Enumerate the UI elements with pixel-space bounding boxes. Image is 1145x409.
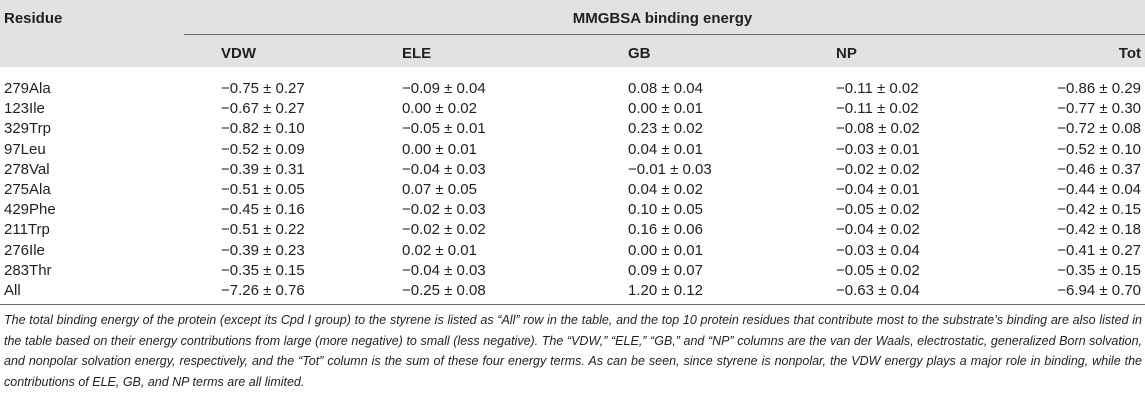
tot-cell: −0.35 ± 0.15 xyxy=(1057,261,1141,279)
tot-cell: −0.46 ± 0.37 xyxy=(1057,160,1141,178)
table-bottom-rule xyxy=(0,304,1145,305)
table-row: 211Trp −0.51 ± 0.22 −0.02 ± 0.02 0.16 ± … xyxy=(0,220,1145,240)
gb-cell: 0.04 ± 0.02 xyxy=(628,180,703,198)
gb-cell: 0.16 ± 0.06 xyxy=(628,221,703,239)
gb-cell: 0.09 ± 0.07 xyxy=(628,261,703,279)
np-cell: −0.11 ± 0.02 xyxy=(836,100,919,118)
np-cell: −0.04 ± 0.01 xyxy=(836,180,920,198)
tot-cell: −0.42 ± 0.18 xyxy=(1057,221,1141,239)
table-row: 97Leu −0.52 ± 0.09 0.00 ± 0.01 0.04 ± 0.… xyxy=(0,140,1145,160)
ele-cell: 0.02 ± 0.01 xyxy=(402,241,477,259)
gb-cell: 1.20 ± 0.12 xyxy=(628,281,703,299)
vdw-cell: −0.52 ± 0.09 xyxy=(221,140,305,158)
tot-cell: −0.77 ± 0.30 xyxy=(1057,100,1141,118)
table-header: Residue MMGBSA binding energy VDW ELE GB… xyxy=(0,0,1145,67)
tot-cell: −0.52 ± 0.10 xyxy=(1057,140,1141,158)
residue-cell: 329Trp xyxy=(4,120,51,138)
tot-cell: −0.41 ± 0.27 xyxy=(1057,241,1141,259)
ele-cell: 0.07 ± 0.05 xyxy=(402,180,477,198)
vdw-cell: −0.45 ± 0.16 xyxy=(221,201,305,219)
residue-cell: 429Phe xyxy=(4,201,56,219)
vdw-cell: −7.26 ± 0.76 xyxy=(221,281,305,299)
ele-cell: −0.09 ± 0.04 xyxy=(402,80,486,97)
gb-cell: 0.23 ± 0.02 xyxy=(628,120,703,138)
residue-column-header: Residue xyxy=(4,10,63,27)
tot-cell: −0.86 ± 0.29 xyxy=(1057,80,1141,97)
group-header-rule xyxy=(184,34,1145,35)
residue-cell: 97Leu xyxy=(4,140,46,158)
ele-cell: −0.04 ± 0.03 xyxy=(402,261,486,279)
np-cell: −0.05 ± 0.02 xyxy=(836,201,920,219)
mmgbsa-group-header: MMGBSA binding energy xyxy=(572,10,753,27)
gb-cell: 0.08 ± 0.04 xyxy=(628,80,703,97)
table-row-all: All −7.26 ± 0.76 −0.25 ± 0.08 1.20 ± 0.1… xyxy=(0,281,1145,301)
column-header-ele: ELE xyxy=(402,45,432,62)
column-header-gb: GB xyxy=(628,45,651,62)
gb-cell: −0.01 ± 0.03 xyxy=(628,160,712,178)
residue-cell: 283Thr xyxy=(4,261,52,279)
residue-cell: 279Ala xyxy=(4,80,51,97)
gb-cell: 0.10 ± 0.05 xyxy=(628,201,703,219)
np-cell: −0.03 ± 0.04 xyxy=(836,241,920,259)
vdw-cell: −0.39 ± 0.31 xyxy=(221,160,305,178)
table-footnote: The total binding energy of the protein … xyxy=(4,313,1142,389)
ele-cell: −0.05 ± 0.01 xyxy=(402,120,486,138)
ele-cell: −0.02 ± 0.02 xyxy=(402,221,486,239)
residue-cell: 211Trp xyxy=(4,221,50,239)
table-row: 123Ile −0.67 ± 0.27 0.00 ± 0.02 0.00 ± 0… xyxy=(0,99,1145,119)
gb-cell: 0.00 ± 0.01 xyxy=(628,100,703,118)
table-row: 278Val −0.39 ± 0.31 −0.04 ± 0.03 −0.01 ±… xyxy=(0,160,1145,180)
ele-cell: 0.00 ± 0.02 xyxy=(402,100,477,118)
vdw-cell: −0.35 ± 0.15 xyxy=(221,261,305,279)
table-row: 283Thr −0.35 ± 0.15 −0.04 ± 0.03 0.09 ± … xyxy=(0,261,1145,281)
ele-cell: 0.00 ± 0.01 xyxy=(402,140,477,158)
vdw-cell: −0.51 ± 0.22 xyxy=(221,221,305,239)
tot-cell: −6.94 ± 0.70 xyxy=(1057,281,1141,299)
np-cell: −0.04 ± 0.02 xyxy=(836,221,920,239)
column-header-vdw: VDW xyxy=(221,45,256,62)
vdw-cell: −0.82 ± 0.10 xyxy=(221,120,305,138)
np-cell: −0.02 ± 0.02 xyxy=(836,160,920,178)
np-cell: −0.05 ± 0.02 xyxy=(836,261,920,279)
residue-cell: 276Ile xyxy=(4,241,45,259)
residue-cell: 278Val xyxy=(4,160,50,178)
table-row: 429Phe −0.45 ± 0.16 −0.02 ± 0.03 0.10 ± … xyxy=(0,200,1145,220)
vdw-cell: −0.51 ± 0.05 xyxy=(221,180,305,198)
residue-cell: 275Ala xyxy=(4,180,51,198)
residue-cell: 123Ile xyxy=(4,100,45,118)
residue-cell: All xyxy=(4,281,21,299)
table-row: 279Ala −0.75 ± 0.27 −0.09 ± 0.04 0.08 ± … xyxy=(0,79,1145,99)
table-row: 329Trp −0.82 ± 0.10 −0.05 ± 0.01 0.23 ± … xyxy=(0,119,1145,139)
np-cell: −0.63 ± 0.04 xyxy=(836,281,920,299)
table-row: 276Ile −0.39 ± 0.23 0.02 ± 0.01 0.00 ± 0… xyxy=(0,241,1145,261)
column-header-tot: Tot xyxy=(1118,45,1141,62)
np-cell: −0.08 ± 0.02 xyxy=(836,120,920,138)
ele-cell: −0.04 ± 0.03 xyxy=(402,160,486,178)
tot-cell: −0.72 ± 0.08 xyxy=(1057,120,1141,138)
tot-cell: −0.44 ± 0.04 xyxy=(1057,180,1141,198)
ele-cell: −0.25 ± 0.08 xyxy=(402,281,486,299)
np-cell: −0.03 ± 0.01 xyxy=(836,140,920,158)
gb-cell: 0.04 ± 0.01 xyxy=(628,140,703,158)
table-body: 279Ala −0.75 ± 0.27 −0.09 ± 0.04 0.08 ± … xyxy=(0,79,1145,301)
table-row: 275Ala −0.51 ± 0.05 0.07 ± 0.05 0.04 ± 0… xyxy=(0,180,1145,200)
gb-cell: 0.00 ± 0.01 xyxy=(628,241,703,259)
np-cell: −0.11 ± 0.02 xyxy=(836,80,919,97)
ele-cell: −0.02 ± 0.03 xyxy=(402,201,486,219)
vdw-cell: −0.67 ± 0.27 xyxy=(221,100,305,118)
column-header-np: NP xyxy=(836,45,857,62)
vdw-cell: −0.39 ± 0.23 xyxy=(221,241,305,259)
tot-cell: −0.42 ± 0.15 xyxy=(1057,201,1141,219)
vdw-cell: −0.75 ± 0.27 xyxy=(221,80,305,97)
